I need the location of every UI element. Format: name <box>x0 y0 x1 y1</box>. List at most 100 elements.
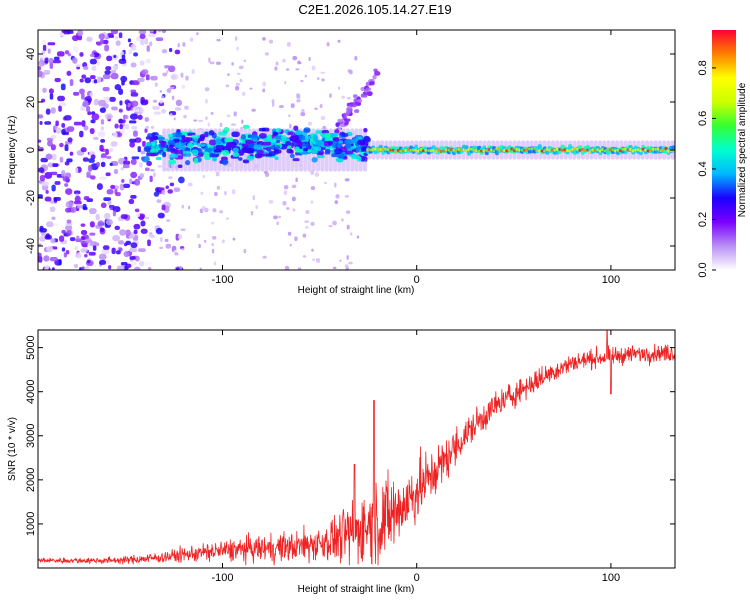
snr-y-tick-label: 1000 <box>25 512 37 536</box>
spectrogram-cell <box>233 111 237 117</box>
spectrogram-cell <box>153 191 160 197</box>
spectrogram-cell <box>334 148 343 155</box>
spectrogram-cell <box>64 50 70 55</box>
snr-x-tick-label: -100 <box>211 572 233 584</box>
spectrogram-cell <box>125 229 131 237</box>
spectrogram-cell <box>90 175 96 180</box>
spectrogram-cell <box>49 206 56 213</box>
spectrogram-cell <box>212 157 217 162</box>
spectrogram-cell <box>42 39 47 46</box>
spectrogram-cell <box>324 132 331 138</box>
spectrogram-cell <box>86 171 91 176</box>
spectrogram-cell <box>93 136 99 140</box>
spectrogram-cell <box>154 82 158 87</box>
spectrogram-cell <box>191 149 199 155</box>
spectrogram-cell <box>268 39 274 44</box>
spectrogram-cell <box>211 221 215 225</box>
spectrogram-cell <box>321 78 325 82</box>
spectrogram-cell <box>83 125 89 131</box>
spectrogram-cell <box>219 122 223 128</box>
spectrogram-cell <box>167 140 176 146</box>
spectrogram-cell <box>41 50 46 55</box>
spectrogram-cell <box>240 134 246 140</box>
spectrogram-cell <box>90 119 96 124</box>
spectrogram-cell <box>127 38 132 43</box>
spectrogram-cell <box>241 91 246 96</box>
spectrogram-cell <box>296 99 301 103</box>
spectrogram-cell <box>264 172 270 177</box>
spectrogram-cell <box>224 191 227 196</box>
spectrogram-cell <box>112 65 118 71</box>
spectrogram-cell <box>80 147 87 153</box>
spectrogram-x-ticks: -100 0 100 <box>211 30 620 286</box>
spectrogram-cell <box>73 91 80 96</box>
spectrogram-cell <box>262 141 272 146</box>
spectrogram-cell <box>140 228 148 234</box>
spectrogram-cell <box>168 144 174 149</box>
spectrogram-cell <box>155 227 163 235</box>
spectrogram-cell <box>173 187 181 192</box>
spectrogram-cell <box>106 189 114 195</box>
spectrogram-cell <box>245 139 253 144</box>
spectrogram-cell <box>174 149 183 155</box>
spectrogram-cell <box>145 234 150 241</box>
spectrogram-cell <box>57 135 64 142</box>
spectrogram-cell <box>144 261 153 266</box>
spectrogram-cell <box>100 126 105 131</box>
spectrogram-cell <box>139 162 143 168</box>
spectrogram-cell <box>103 197 112 201</box>
spectrogram-cell <box>268 151 276 157</box>
spectrogram-cell <box>178 234 183 240</box>
spectrogram-cell <box>121 178 125 183</box>
spectrogram-cell <box>84 77 92 84</box>
spectrogram-cell <box>150 125 155 130</box>
spectrogram-cell <box>165 185 169 190</box>
spectrogram-cell <box>100 139 106 143</box>
spectrogram-cell <box>111 247 116 255</box>
spectrogram-cell <box>168 47 173 53</box>
spectrogram-cell <box>144 167 150 172</box>
spectrogram-cell <box>130 158 137 165</box>
spectrogram-cell <box>89 221 95 228</box>
spectrogram-cell <box>50 107 56 114</box>
spectrogram-cell <box>145 59 152 64</box>
spectrogram-cell <box>324 151 331 155</box>
spectrogram-cell <box>105 172 111 177</box>
spectrogram-cell <box>101 248 110 255</box>
spectrogram-cell <box>366 91 373 96</box>
spectrogram-cell <box>129 141 135 148</box>
spectrogram-cell <box>189 37 194 42</box>
spectrogram-cell <box>311 65 316 71</box>
spectrogram-cell <box>64 183 69 187</box>
spectrogram-cell <box>89 242 98 247</box>
spectrogram-cell <box>222 239 225 244</box>
spectrogram-cell <box>80 240 86 245</box>
spectrogram-cell <box>140 38 145 46</box>
spectrogram-cell <box>130 242 138 249</box>
spectrogram-cell <box>312 146 322 152</box>
spectrogram-cell <box>141 69 149 75</box>
spectrogram-cell <box>66 126 75 132</box>
spectrogram-cell <box>124 124 130 130</box>
spectrogram-cell <box>180 248 185 251</box>
spectrogram-cell <box>345 110 352 115</box>
spectrogram-cell <box>315 140 324 146</box>
spectrogram-cell <box>200 191 204 196</box>
spectrogram-cell <box>253 144 263 150</box>
spectrogram-cell <box>38 139 42 143</box>
spectrogram-cell <box>314 172 320 177</box>
spectrogram-cell <box>344 178 350 182</box>
spectrogram-cell <box>303 147 309 152</box>
spectrogram-cell <box>79 52 84 57</box>
spectrogram-cell <box>110 141 118 147</box>
spectrogram-cell <box>181 150 190 154</box>
spectrogram-cell <box>66 158 73 163</box>
spectrogram-cell <box>344 195 349 198</box>
spectrogram-cell <box>288 114 291 118</box>
spectrogram-cell <box>157 212 165 219</box>
spectrogram-cell <box>214 191 218 197</box>
spectrogram-cell <box>289 153 295 159</box>
spectrogram-cell <box>105 66 112 71</box>
spectrogram-cell <box>141 156 150 163</box>
